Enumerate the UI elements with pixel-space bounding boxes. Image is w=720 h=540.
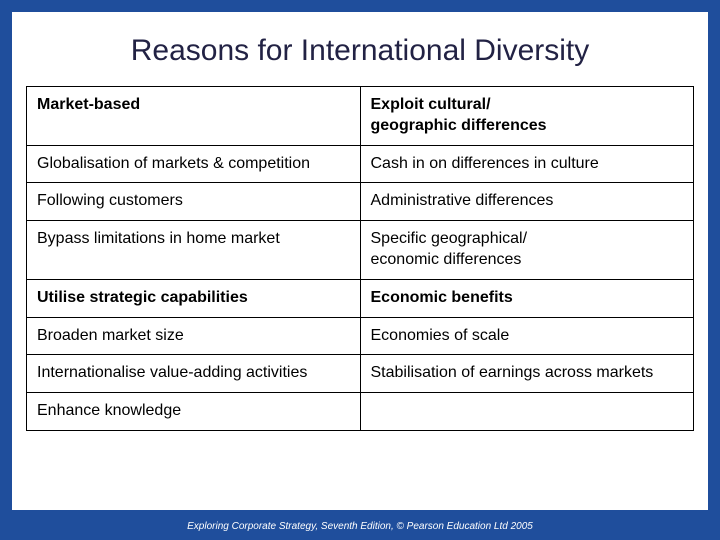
table-row: Globalisation of markets & competition C… <box>27 145 694 183</box>
cell-right <box>360 393 694 431</box>
table-row: Enhance knowledge <box>27 393 694 431</box>
cell-right: Cash in on differences in culture <box>360 145 694 183</box>
content-table: Market-based Exploit cultural/geographic… <box>26 86 694 431</box>
cell-right: Economies of scale <box>360 317 694 355</box>
table-row: Market-based Exploit cultural/geographic… <box>27 87 694 146</box>
cell-left: Utilise strategic capabilities <box>27 279 361 317</box>
table-row: Internationalise value-adding activities… <box>27 355 694 393</box>
cell-left: Broaden market size <box>27 317 361 355</box>
table-row: Following customers Administrative diffe… <box>27 183 694 221</box>
cell-right: Specific geographical/economic differenc… <box>360 221 694 280</box>
cell-left: Enhance knowledge <box>27 393 361 431</box>
cell-left: Market-based <box>27 87 361 146</box>
cell-right: Stabilisation of earnings across markets <box>360 355 694 393</box>
cell-right: Economic benefits <box>360 279 694 317</box>
table-row: Broaden market size Economies of scale <box>27 317 694 355</box>
table-body: Market-based Exploit cultural/geographic… <box>27 87 694 431</box>
cell-left: Globalisation of markets & competition <box>27 145 361 183</box>
cell-left: Internationalise value-adding activities <box>27 355 361 393</box>
cell-right: Exploit cultural/geographic differences <box>360 87 694 146</box>
footer-text: Exploring Corporate Strategy, Seventh Ed… <box>0 521 720 532</box>
table-row: Utilise strategic capabilities Economic … <box>27 279 694 317</box>
cell-left: Following customers <box>27 183 361 221</box>
slide-inner: Reasons for International Diversity Mark… <box>12 12 708 510</box>
slide-title: Reasons for International Diversity <box>12 12 708 86</box>
table-row: Bypass limitations in home market Specif… <box>27 221 694 280</box>
cell-right: Administrative differences <box>360 183 694 221</box>
cell-left: Bypass limitations in home market <box>27 221 361 280</box>
